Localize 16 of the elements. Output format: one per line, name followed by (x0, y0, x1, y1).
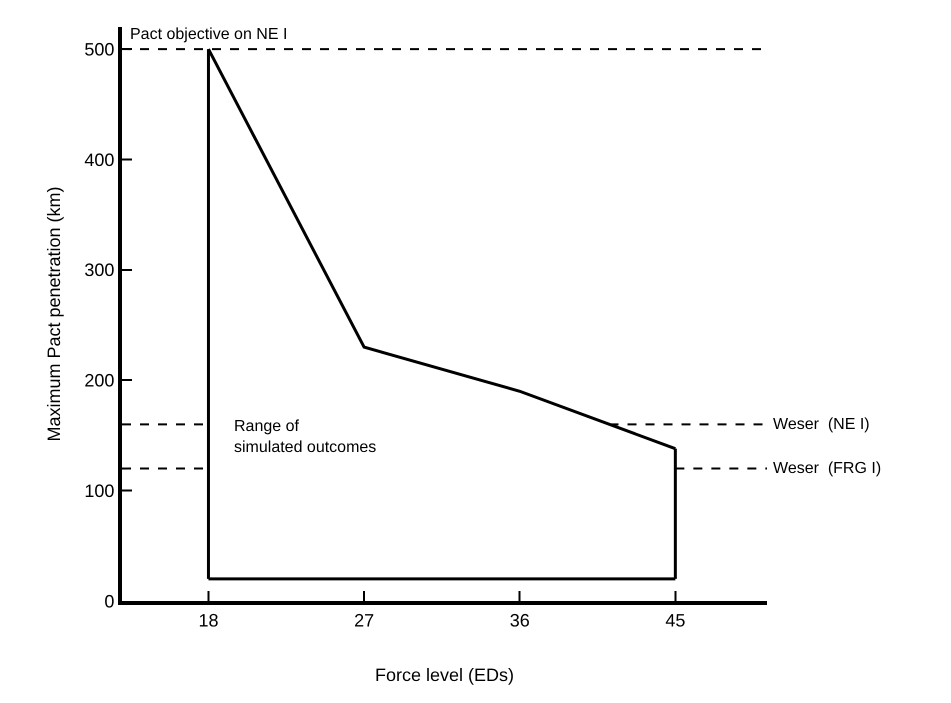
y-tick-label: 300 (84, 260, 114, 280)
x-tick-label: 18 (198, 610, 218, 631)
x-axis-title: Force level (EDs) (374, 665, 514, 686)
y-tick-label: 500 (84, 39, 114, 60)
y-tick-label: 0 (104, 591, 114, 612)
y-tick-label: 200 (84, 370, 114, 391)
y-tick-label: 400 (84, 150, 114, 170)
x-tick-label: 36 (510, 610, 530, 631)
x-tick-label: 45 (665, 610, 686, 631)
ref-line-label: Weser (FRG I) (773, 460, 882, 477)
annotation: Range of simulated outcomes (234, 418, 376, 456)
ref-line-label: Weser (NE I) (773, 416, 870, 433)
x-tick-label: 27 (354, 610, 374, 631)
y-tick-label: 100 (84, 480, 114, 501)
ref-line-label: Pact objective on NE I (130, 26, 288, 43)
y-axis-title: Maximum Pact penetration (km) (44, 186, 64, 442)
